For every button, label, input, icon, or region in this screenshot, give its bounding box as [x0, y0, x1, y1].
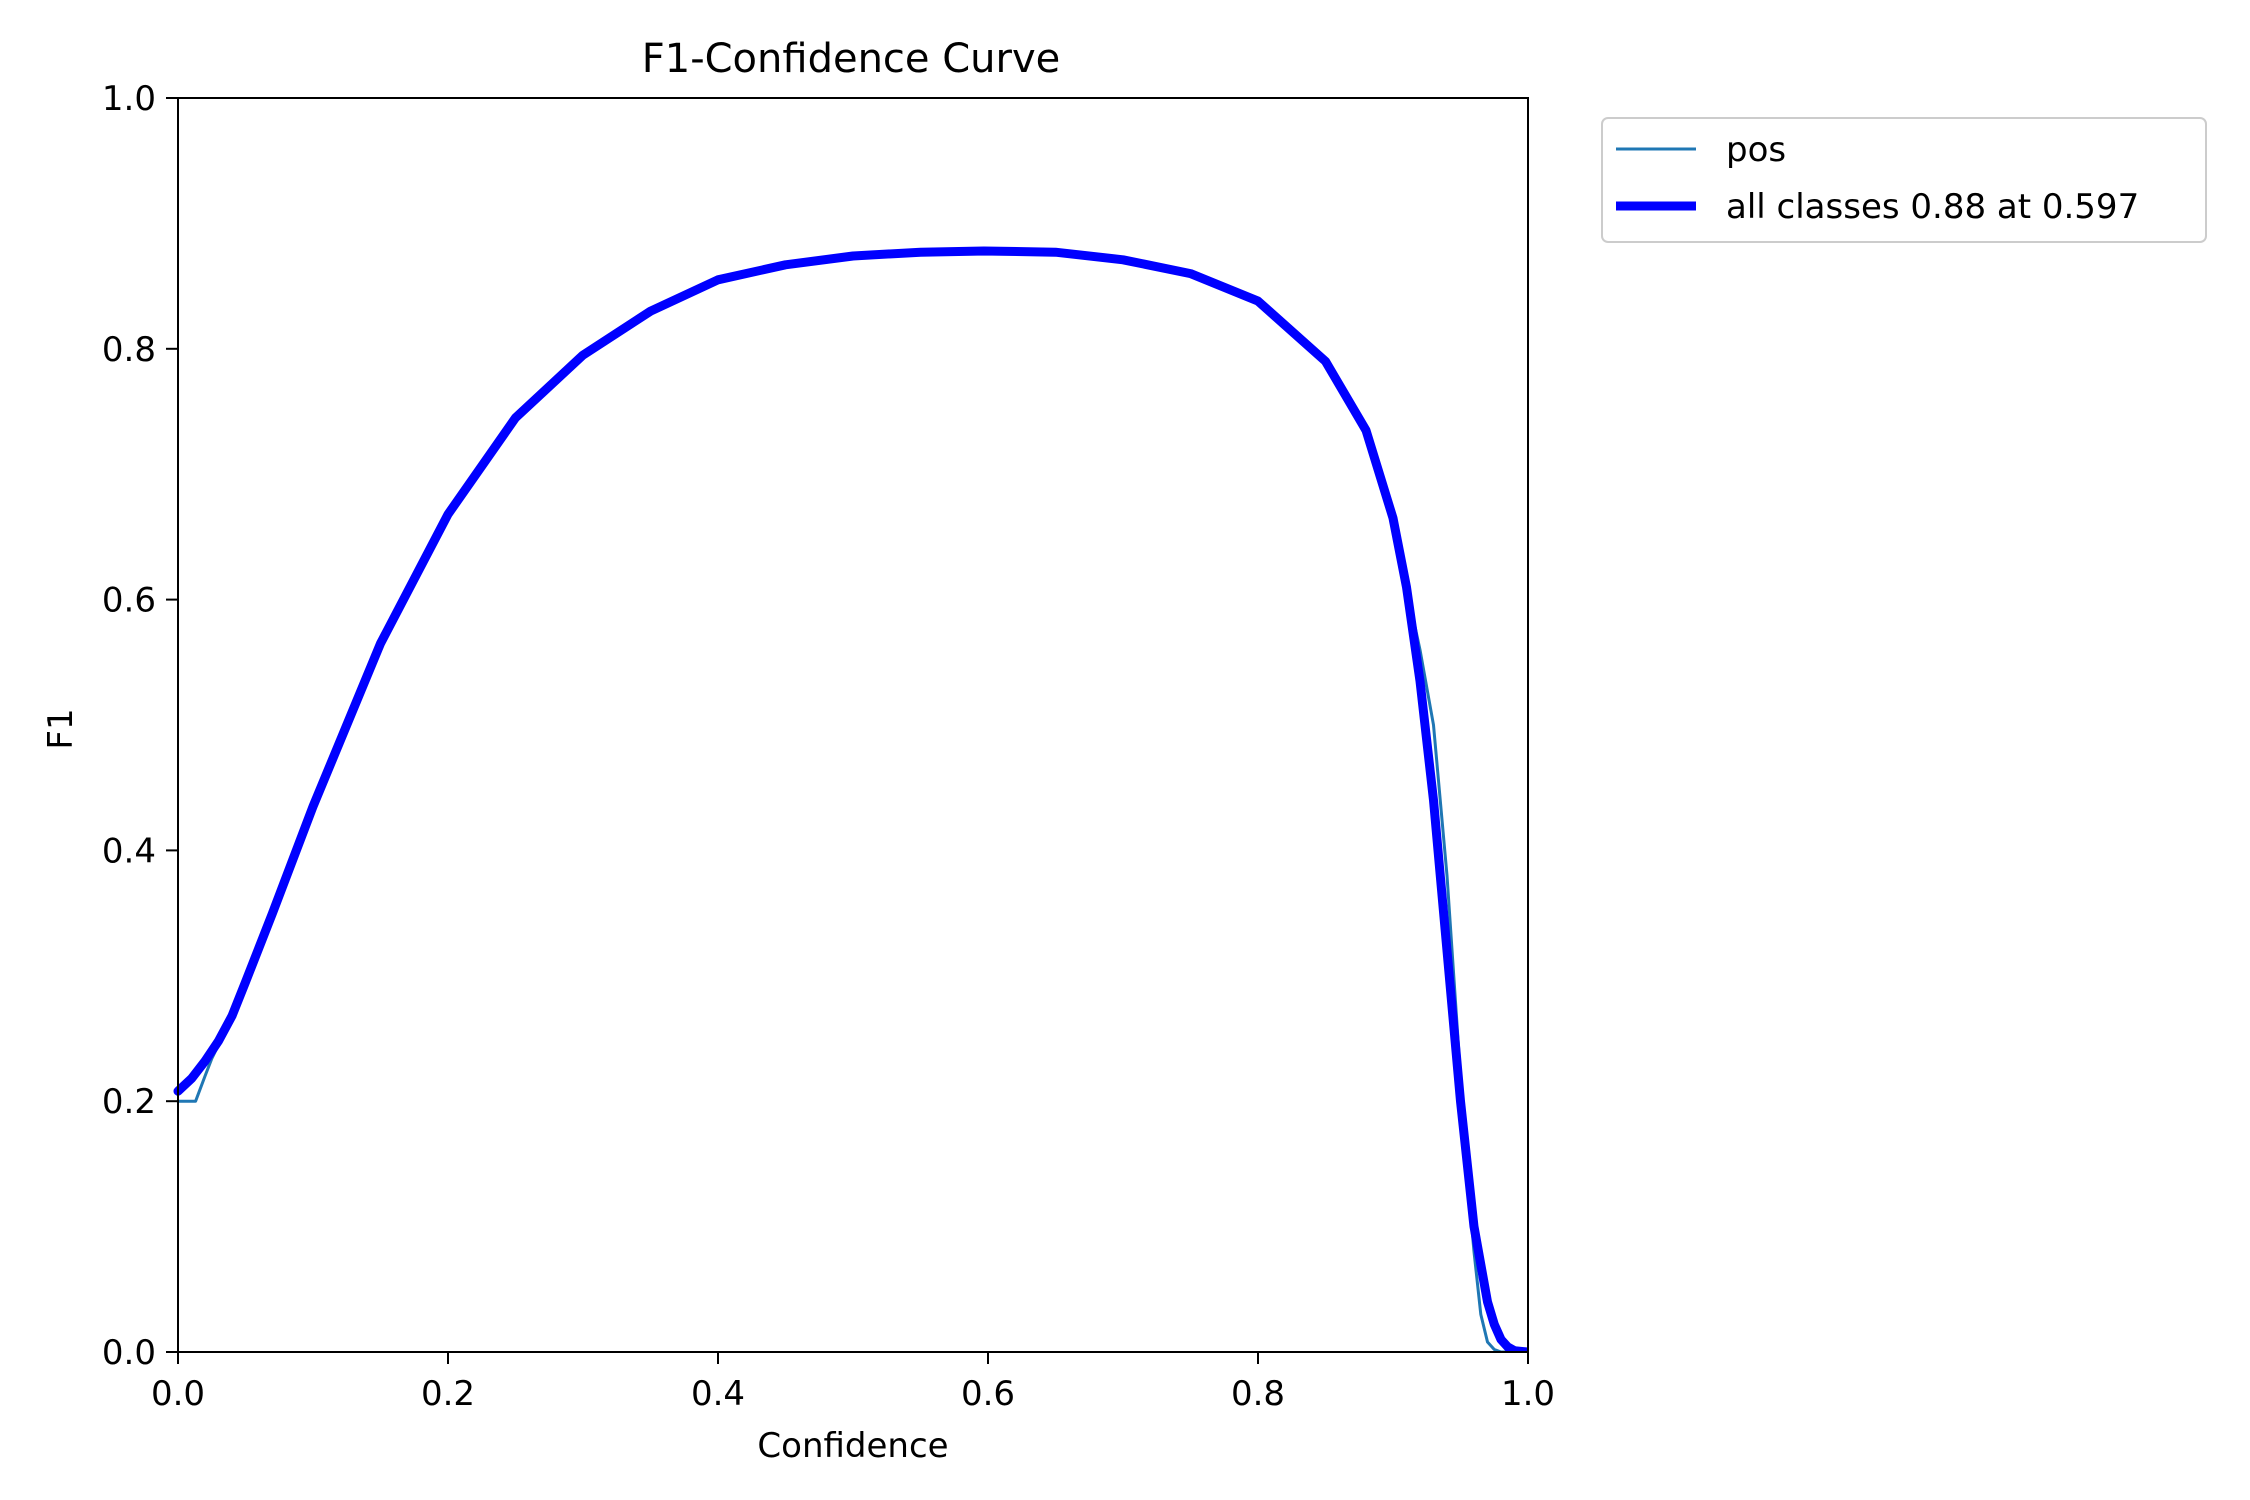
plot-area: [173, 97, 1529, 1353]
x-axis-label: Confidence: [757, 1426, 948, 1466]
x-tick-label: 1.0: [1501, 1374, 1555, 1414]
y-tick-label: 0.6: [102, 581, 156, 621]
legend-box: [1601, 117, 2207, 243]
y-axis-ticks: 0.0 0.2 0.4 0.6 0.8 1.0: [102, 79, 178, 1373]
y-tick-label: 0.0: [102, 1333, 156, 1373]
y-tick-label: 0.4: [102, 831, 156, 871]
x-tick-label: 0.0: [151, 1374, 205, 1414]
y-tick-label: 0.8: [102, 330, 156, 370]
x-tick-label: 0.4: [691, 1374, 745, 1414]
x-tick-label: 0.6: [961, 1374, 1015, 1414]
legend-label-pos: pos: [1726, 130, 1786, 170]
x-axis-ticks: 0.0 0.2 0.4 0.6 0.8 1.0: [151, 1352, 1555, 1414]
series-line-1: [173, 246, 1528, 1352]
y-tick-label: 0.2: [102, 1082, 156, 1122]
series-layer: [173, 246, 1528, 1352]
legend-label-all-classes: all classes 0.88 at 0.597: [1726, 187, 2139, 227]
x-tick-label: 0.8: [1231, 1374, 1285, 1414]
chart-title: F1-Confidence Curve: [642, 36, 1061, 82]
y-axis-label: F1: [41, 708, 81, 749]
plot-frame: [177, 97, 1529, 1353]
y-tick-label: 1.0: [102, 79, 156, 119]
x-tick-label: 0.2: [421, 1374, 475, 1414]
legend: pos all classes 0.88 at 0.597: [1601, 117, 2207, 243]
